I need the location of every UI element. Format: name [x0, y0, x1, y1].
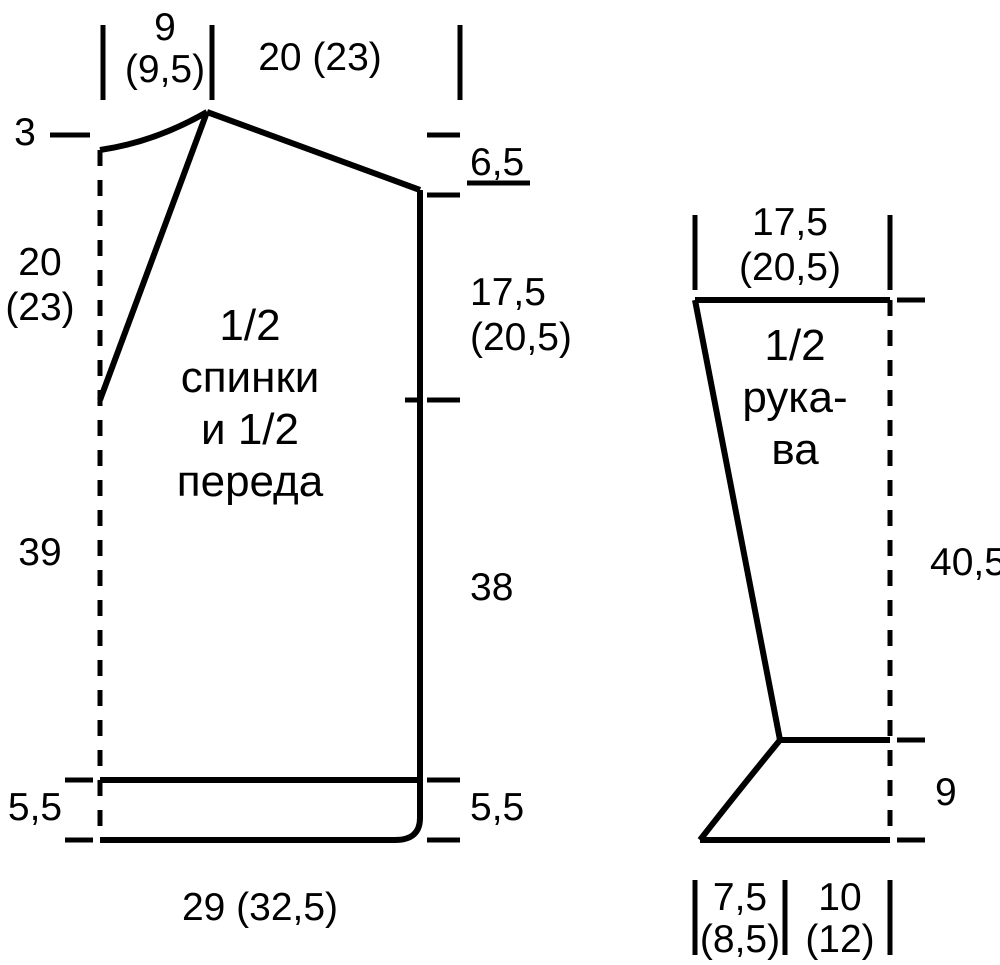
dim-3: 3 [14, 111, 36, 154]
dim-9: 9 [935, 771, 957, 814]
dim-20-5: (20,5) [470, 316, 572, 359]
dim-sleeve-top: 17,5 [752, 201, 828, 244]
dim-neck-w2: (9,5) [125, 48, 205, 91]
dim-neck-w: 9 [154, 6, 176, 49]
body-title: и 1/2 [201, 405, 299, 454]
dim-55-r: 5,5 [470, 786, 524, 829]
dim-40-5: 40,5 [930, 541, 1000, 584]
dim-12: (12) [805, 918, 874, 961]
dim-6-5: 6,5 [470, 141, 524, 184]
dim-39: 39 [18, 531, 61, 574]
body-title: спинки [181, 353, 320, 402]
dim-10: 10 [818, 876, 861, 919]
dim-55-l: 5,5 [8, 786, 62, 829]
dim-bottom: 29 (32,5) [182, 886, 338, 929]
dim-sleeve-top2: (20,5) [739, 246, 841, 289]
dim-20: 20 [18, 241, 61, 284]
dim-38: 38 [470, 566, 513, 609]
body-title: переда [177, 457, 324, 506]
dim-20-2: (23) [5, 286, 74, 329]
body-title: 1/2 [219, 301, 280, 350]
dim-shoulder-w: 20 (23) [258, 36, 382, 79]
sleeve-title: рука- [742, 373, 847, 422]
dim-17-5: 17,5 [470, 271, 546, 314]
dim-8-5: (8,5) [700, 918, 780, 961]
sleeve-title: ва [771, 425, 819, 474]
sleeve-title: 1/2 [764, 321, 825, 370]
dim-7-5: 7,5 [713, 876, 767, 919]
